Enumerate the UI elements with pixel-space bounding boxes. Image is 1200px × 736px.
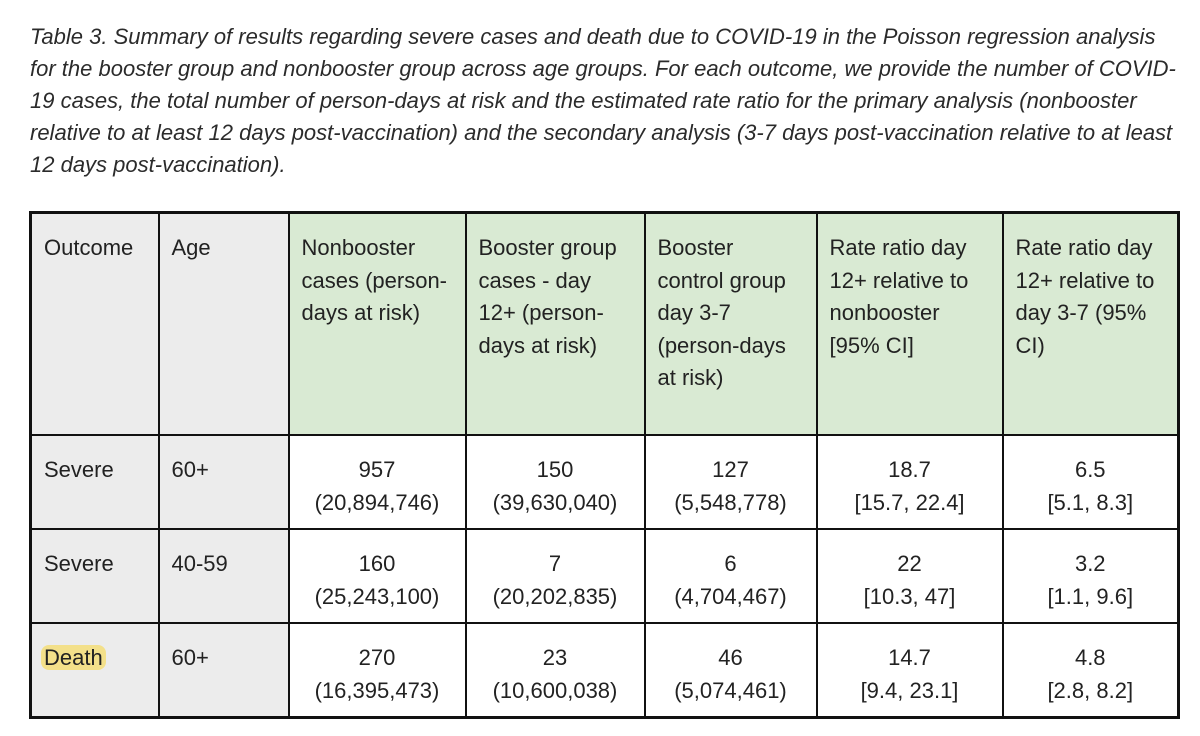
case-count: 23 bbox=[542, 645, 568, 670]
header-age: Age bbox=[157, 211, 290, 436]
nonbooster-cases-cell: 957 (20,894,746) bbox=[287, 434, 467, 530]
outcome-label: Severe bbox=[44, 551, 114, 576]
outcome-cell: Severe bbox=[29, 528, 160, 624]
booster-cases-cell: 23 (10,600,038) bbox=[464, 622, 646, 719]
person-days: (20,894,746) bbox=[314, 489, 440, 515]
rate-ratio: 14.7 bbox=[888, 645, 931, 670]
header-rate-ratio-day37: Rate ratio day 12+ relative to day 3-7 (… bbox=[1001, 211, 1180, 436]
case-count: 160 bbox=[358, 551, 396, 576]
case-count: 270 bbox=[358, 645, 396, 670]
booster-cases-cell: 7 (20,202,835) bbox=[464, 528, 646, 624]
rate-ratio: 6.5 bbox=[1074, 457, 1106, 482]
rate-ratio-day37-cell: 4.8 [2.8, 8.2] bbox=[1001, 622, 1180, 719]
case-count: 46 bbox=[718, 645, 743, 670]
case-count: 957 bbox=[358, 457, 396, 482]
header-outcome: Outcome bbox=[29, 211, 160, 436]
header-booster-group-cases: Booster group cases - day 12+ (person-da… bbox=[464, 211, 646, 436]
table-row: Severe 60+ 957 (20,894,746) 150 (39,630,04… bbox=[29, 434, 1180, 530]
age-cell: 40-59 bbox=[157, 528, 290, 624]
person-days: (25,243,100) bbox=[314, 583, 440, 609]
age-cell: 60+ bbox=[157, 622, 290, 719]
rate-ratio: 4.8 bbox=[1074, 645, 1106, 670]
outcome-label: Severe bbox=[44, 457, 114, 482]
rate-ratio-nonbooster-cell: 14.7 [9.4, 23.1] bbox=[815, 622, 1004, 719]
header-row: Outcome Age Nonbooster cases (person-day… bbox=[29, 211, 1180, 436]
rate-ratio-nonbooster-cell: 22 [10.3, 47] bbox=[815, 528, 1004, 624]
outcome-cell: Death bbox=[29, 622, 160, 719]
person-days: (39,630,040) bbox=[492, 489, 618, 515]
confidence-interval: [10.3, 47] bbox=[863, 583, 956, 609]
confidence-interval: [5.1, 8.3] bbox=[1047, 489, 1134, 515]
confidence-interval: [1.1, 9.6] bbox=[1047, 583, 1134, 609]
results-table: Outcome Age Nonbooster cases (person-day… bbox=[29, 211, 1180, 719]
table-row: Severe 40-59 160 (25,243,100) 7 (20,202,83… bbox=[29, 528, 1180, 624]
table-caption: Table 3. Summary of results regarding se… bbox=[30, 24, 1176, 177]
outcome-cell: Severe bbox=[29, 434, 160, 530]
confidence-interval: [9.4, 23.1] bbox=[860, 677, 959, 703]
rate-ratio-day37-cell: 3.2 [1.1, 9.6] bbox=[1001, 528, 1180, 624]
rate-ratio: 18.7 bbox=[888, 457, 931, 482]
person-days: (10,600,038) bbox=[492, 677, 618, 703]
confidence-interval: [15.7, 22.4] bbox=[854, 489, 965, 515]
control-cases-cell: 127 (5,548,778) bbox=[643, 434, 818, 530]
confidence-interval: [2.8, 8.2] bbox=[1047, 677, 1134, 703]
person-days: (4,704,467) bbox=[674, 583, 787, 609]
rate-ratio: 22 bbox=[897, 551, 922, 576]
outcome-label-highlighted: Death bbox=[41, 645, 106, 670]
person-days: (5,074,461) bbox=[674, 677, 787, 703]
header-rate-ratio-nonbooster: Rate ratio day 12+ relative to nonbooste… bbox=[815, 211, 1004, 436]
age-cell: 60+ bbox=[157, 434, 290, 530]
booster-cases-cell: 150 (39,630,040) bbox=[464, 434, 646, 530]
control-cases-cell: 46 (5,074,461) bbox=[643, 622, 818, 719]
person-days: (20,202,835) bbox=[492, 583, 618, 609]
rate-ratio-day37-cell: 6.5 [5.1, 8.3] bbox=[1001, 434, 1180, 530]
control-cases-cell: 6 (4,704,467) bbox=[643, 528, 818, 624]
person-days: (16,395,473) bbox=[314, 677, 440, 703]
rate-ratio-nonbooster-cell: 18.7 [15.7, 22.4] bbox=[815, 434, 1004, 530]
nonbooster-cases-cell: 160 (25,243,100) bbox=[287, 528, 467, 624]
rate-ratio: 3.2 bbox=[1074, 551, 1106, 576]
case-count: 150 bbox=[536, 457, 574, 482]
nonbooster-cases-cell: 270 (16,395,473) bbox=[287, 622, 467, 719]
header-booster-control-group: Booster control group day 3-7 (person-da… bbox=[643, 211, 818, 436]
table-row: Death 60+ 270 (16,395,473) 23 (10,600,038)… bbox=[29, 622, 1180, 719]
person-days: (5,548,778) bbox=[674, 489, 787, 515]
case-count: 6 bbox=[724, 551, 737, 576]
case-count: 7 bbox=[548, 551, 562, 576]
case-count: 127 bbox=[712, 457, 749, 482]
header-nonbooster-cases: Nonbooster cases (person-days at risk) bbox=[287, 211, 467, 436]
